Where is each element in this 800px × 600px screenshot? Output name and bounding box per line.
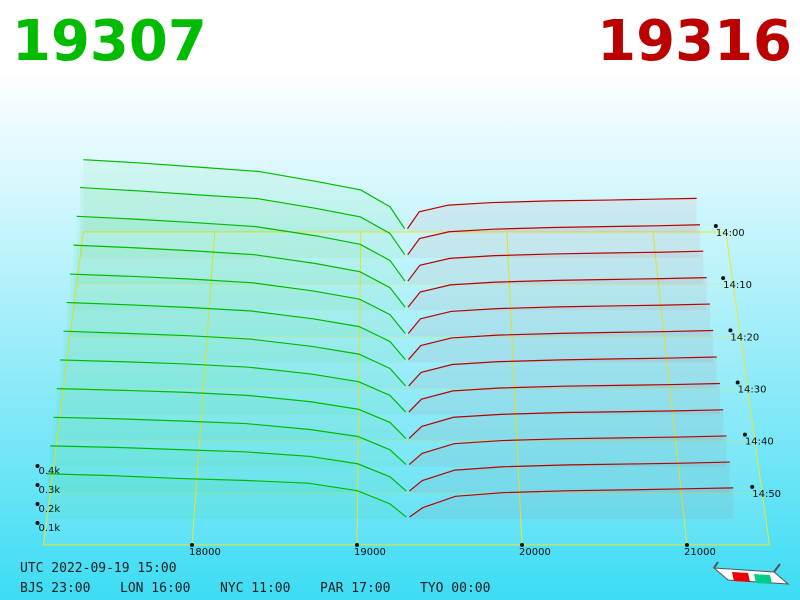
time-tick xyxy=(728,328,733,333)
price-tick-label: 18000 xyxy=(189,547,221,558)
time-tick-label: 14:50 xyxy=(752,489,781,500)
bid-depth-line xyxy=(50,445,407,492)
ask-depth-fill xyxy=(409,409,724,441)
lon-time: LON 16:00 xyxy=(120,581,190,596)
ask-depth-line xyxy=(407,277,707,308)
ask-depth-fill xyxy=(407,198,697,232)
bid-depth-line xyxy=(53,416,407,465)
ask-depth-line xyxy=(409,461,730,492)
bid-depth-fill xyxy=(63,331,406,389)
ask-depth-line xyxy=(407,250,704,282)
ask-depth-fill xyxy=(409,435,727,467)
ask-depth-fill xyxy=(408,383,720,415)
bid-depth-line xyxy=(63,330,407,387)
bid-depth-line xyxy=(70,273,406,334)
bid-depth-fill xyxy=(56,388,406,441)
bid-depth-fill xyxy=(83,159,405,232)
depth-tick-label: 0.3k xyxy=(39,485,61,496)
3d-glasses-icon[interactable] xyxy=(712,561,790,585)
time-tick xyxy=(721,276,726,281)
ask-depth-line xyxy=(409,487,734,518)
price-tick-label: 20000 xyxy=(519,547,551,558)
tyo-time: TYO 00:00 xyxy=(420,581,490,596)
ask-depth-fill xyxy=(409,462,730,493)
ask-depth-line xyxy=(408,435,727,465)
price-tick xyxy=(520,543,524,547)
ask-depth-fill xyxy=(409,487,734,519)
time-tick-label: 14:20 xyxy=(730,332,759,343)
time-tick-label: 14:30 xyxy=(738,385,767,396)
ask-depth-fill xyxy=(408,304,710,337)
price-tick xyxy=(685,543,689,547)
bid-depth-line xyxy=(66,301,406,360)
ask-depth-fill xyxy=(407,251,704,285)
bid-depth-line xyxy=(60,359,407,413)
time-tick-label: 14:10 xyxy=(723,280,752,291)
ask-depth-line xyxy=(408,409,724,439)
bjs-time: BJS 23:00 xyxy=(20,581,90,596)
bid-price: 19307 xyxy=(12,9,207,74)
ask-depth-fill xyxy=(408,277,707,311)
ask-depth-line xyxy=(407,224,700,256)
bid-depth-line xyxy=(83,159,406,229)
time-tick xyxy=(735,380,740,385)
price-tick xyxy=(355,543,359,547)
utc-time: UTC 2022-09-19 15:00 xyxy=(20,561,177,576)
bid-depth-line xyxy=(73,244,406,308)
ask-depth-line xyxy=(408,356,717,387)
bid-depth-fill xyxy=(53,417,407,467)
ask-depth-fill xyxy=(407,224,700,259)
price-tick-label: 21000 xyxy=(684,547,716,558)
par-time: PAR 17:00 xyxy=(320,581,390,596)
time-tick xyxy=(750,484,755,489)
ask-depth-line xyxy=(407,303,710,334)
bid-depth-fill xyxy=(60,359,406,415)
bid-depth-line xyxy=(79,186,406,256)
nyc-time: NYC 11:00 xyxy=(220,581,290,596)
price-tick-label: 19000 xyxy=(354,547,386,558)
bid-depth-fill xyxy=(73,245,406,311)
depth-tick xyxy=(35,464,40,468)
ask-depth-line xyxy=(408,329,714,360)
price-tick xyxy=(190,543,194,547)
depth-tick xyxy=(35,521,40,525)
bid-depth-fill xyxy=(80,187,405,259)
depth-tick-label: 0.2k xyxy=(39,504,61,515)
plot: 18000 19000 20000 21000 14:00 14:10 14:20 14:30… xyxy=(35,159,781,558)
depth-tick xyxy=(35,483,40,487)
bid-depth-fill xyxy=(76,216,405,285)
time-tick-label: 14:00 xyxy=(716,228,745,239)
bid-depth-line xyxy=(46,473,407,518)
depth-tick-label: 0.1k xyxy=(39,523,61,534)
ask-depth-line xyxy=(407,197,697,229)
time-tick-label: 14:40 xyxy=(745,437,774,448)
ask-depth-fill xyxy=(408,330,714,363)
ask-price: 19316 xyxy=(597,9,792,74)
bid-depth-fill xyxy=(46,473,407,519)
depth-tick-label: 0.4k xyxy=(39,466,61,477)
bid-depth-line xyxy=(56,387,407,439)
ask-depth-line xyxy=(408,382,720,413)
time-tick xyxy=(713,224,718,228)
depth-tick xyxy=(35,502,40,506)
bid-depth-line xyxy=(76,215,406,282)
time-tick xyxy=(742,432,747,437)
ask-depth-fill xyxy=(408,356,717,389)
